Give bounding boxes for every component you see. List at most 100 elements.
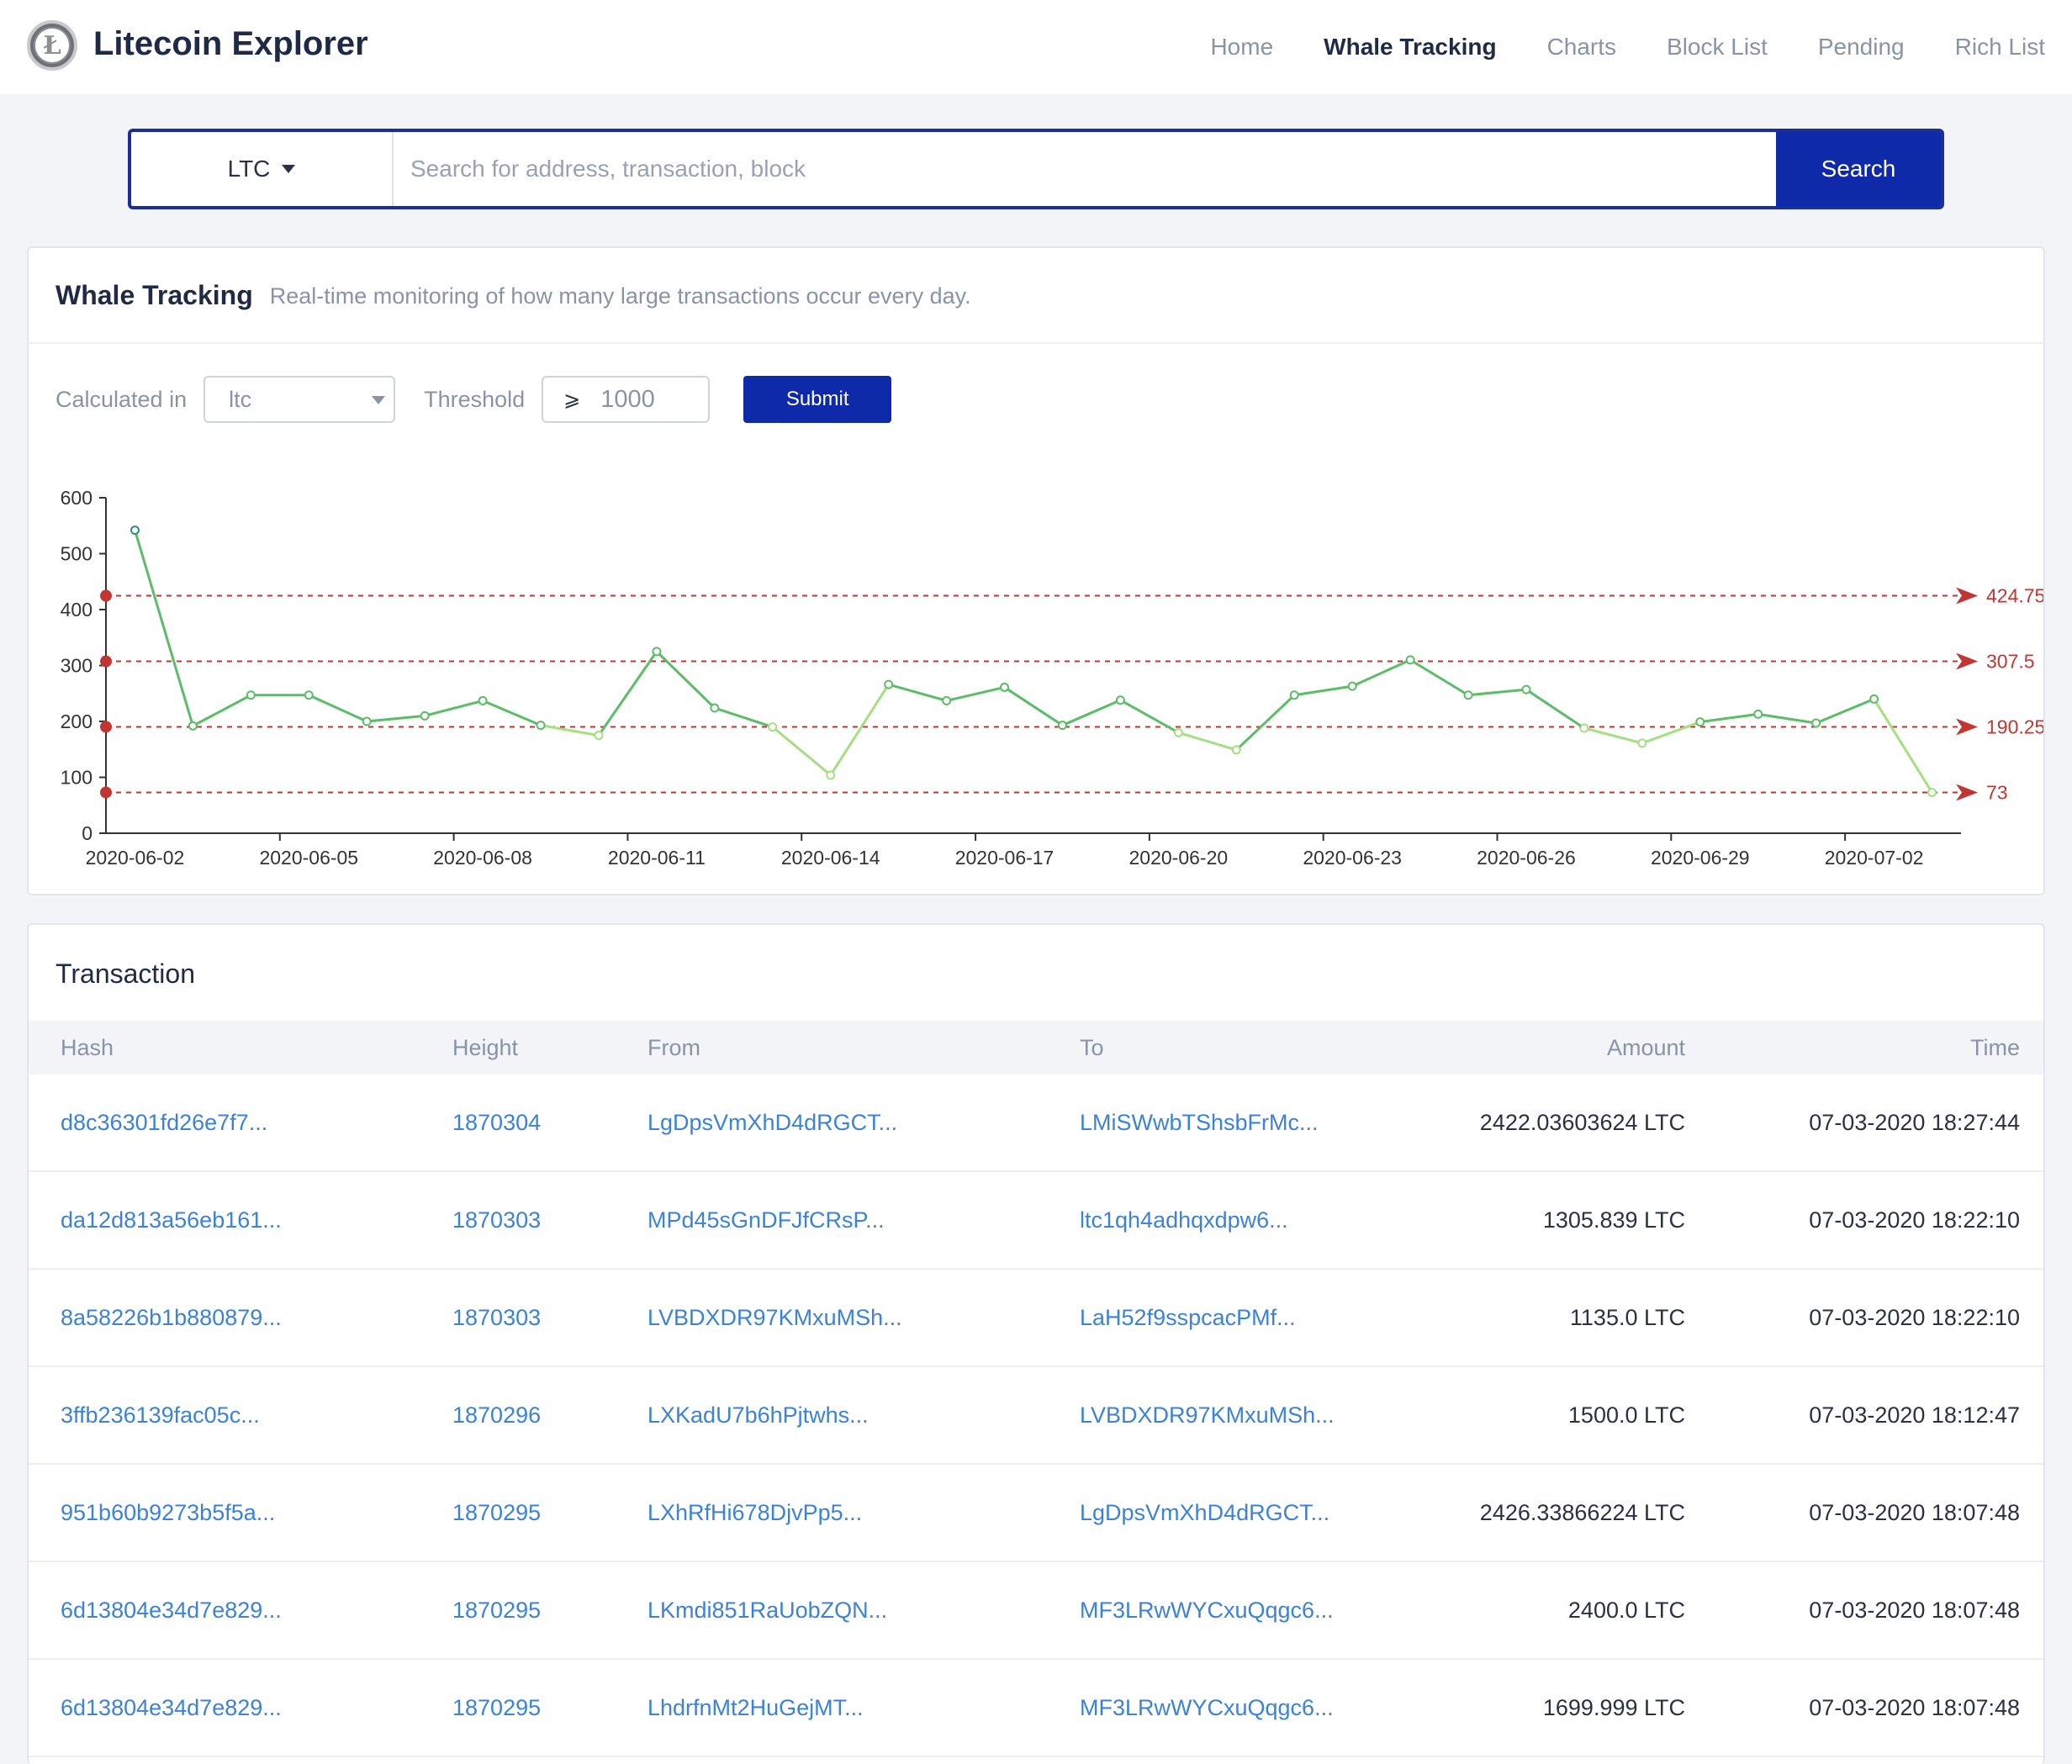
series-segment bbox=[1061, 699, 1122, 727]
data-point bbox=[1695, 717, 1705, 727]
nav-rich-list[interactable]: Rich List bbox=[1954, 34, 2045, 60]
x-tick-label: 2020-06-26 bbox=[1477, 847, 1576, 869]
to-address-link[interactable]: LMiSWwbTShsbFrMc... bbox=[1080, 1109, 1319, 1135]
series-segment bbox=[1583, 726, 1643, 745]
mark-line-start-dot bbox=[100, 786, 112, 799]
tx-hash-link[interactable]: 6d13804e34d7e829... bbox=[61, 1597, 282, 1623]
amount-value: 1500.0 LTC bbox=[1567, 1402, 1685, 1428]
to-address-link[interactable]: MF3LRwWYCxuQqgc6... bbox=[1080, 1597, 1334, 1623]
data-point bbox=[1000, 682, 1010, 692]
tx-hash-link[interactable]: 3ffb236139fac05c... bbox=[61, 1402, 260, 1428]
data-point bbox=[1405, 655, 1415, 665]
brand-title[interactable]: Litecoin Explorer bbox=[93, 25, 368, 62]
threshold-input[interactable]: ⩾ 1000 bbox=[542, 376, 711, 423]
caret-down-icon bbox=[282, 165, 296, 173]
search-input[interactable] bbox=[394, 132, 1776, 206]
mark-line-arrow bbox=[1956, 652, 1978, 670]
series-segment bbox=[829, 684, 890, 776]
from-address-link[interactable]: LKmdi851RaUobZQN... bbox=[648, 1597, 888, 1623]
block-height-link[interactable]: 1870296 bbox=[452, 1402, 542, 1428]
x-tick-label: 2020-06-29 bbox=[1651, 847, 1750, 869]
time-value: 07-03-2020 18:12:47 bbox=[1809, 1402, 2020, 1428]
calculated-in-label: Calculated in bbox=[56, 386, 188, 412]
series-segment bbox=[888, 683, 947, 702]
tx-hash-link[interactable]: da12d813a56eb161... bbox=[61, 1207, 282, 1233]
data-point bbox=[1753, 709, 1763, 719]
block-height-link[interactable]: 1870295 bbox=[452, 1597, 542, 1623]
series-segment bbox=[1003, 686, 1064, 726]
mark-line-start-dot bbox=[100, 721, 112, 733]
caret-down-icon bbox=[372, 396, 386, 404]
series-segment bbox=[597, 651, 658, 737]
nav-home[interactable]: Home bbox=[1210, 34, 1274, 60]
block-height-link[interactable]: 1870295 bbox=[452, 1499, 542, 1525]
to-address-link[interactable]: LVBDXDR97KMxuMSh... bbox=[1080, 1402, 1335, 1428]
nav-block-list[interactable]: Block List bbox=[1667, 34, 1768, 60]
series-segment bbox=[1816, 698, 1875, 725]
data-point bbox=[884, 679, 894, 689]
table-row: 8a58226b1b880879... 1870303 LVBDXDR97KMx… bbox=[29, 1270, 2043, 1367]
amount-value: 1305.839 LTC bbox=[1542, 1207, 1685, 1233]
nav-pending[interactable]: Pending bbox=[1817, 34, 1905, 60]
search-button[interactable]: Search bbox=[1776, 132, 1941, 206]
data-point bbox=[1115, 695, 1125, 705]
series-segment bbox=[1235, 694, 1296, 752]
mark-line-label: 73 bbox=[1986, 781, 2008, 803]
whale-tracking-panel: Whale Tracking Real-time monitoring of h… bbox=[27, 246, 2045, 895]
series-segment bbox=[1467, 688, 1527, 697]
series-segment bbox=[1177, 731, 1237, 752]
main-nav: Home Whale Tracking Charts Block List Pe… bbox=[1160, 0, 2072, 94]
top-navbar: Ł Litecoin Explorer Home Whale Tracking … bbox=[0, 0, 2072, 94]
mark-line-label: 307.5 bbox=[1986, 651, 2035, 673]
data-point bbox=[826, 770, 836, 780]
x-tick-label: 2020-07-02 bbox=[1825, 847, 1924, 869]
series-segment bbox=[367, 714, 426, 723]
x-tick-label: 2020-06-02 bbox=[86, 847, 185, 869]
from-address-link[interactable]: LXhRfHi678DjvPp5... bbox=[648, 1499, 863, 1525]
tx-hash-link[interactable]: 6d13804e34d7e829... bbox=[61, 1694, 282, 1720]
series-segment bbox=[1641, 721, 1701, 745]
data-point bbox=[594, 731, 604, 741]
data-point bbox=[1347, 681, 1357, 691]
series-segment bbox=[540, 724, 600, 737]
block-height-link[interactable]: 1870295 bbox=[452, 1694, 542, 1720]
tx-hash-link[interactable]: d8c36301fd26e7f7... bbox=[61, 1109, 268, 1135]
block-height-link[interactable]: 1870303 bbox=[452, 1207, 542, 1233]
whale-line-chart: 0 100 200 300 400 500 600 2020-06-02 2020-06-05… bbox=[61, 487, 2043, 869]
series-segment bbox=[1351, 658, 1411, 688]
submit-button[interactable]: Submit bbox=[743, 376, 892, 423]
nav-charts[interactable]: Charts bbox=[1546, 34, 1617, 60]
table-row: 3ffb236139fac05c... 1870296 LXKadU7b6hPj… bbox=[29, 1367, 2043, 1465]
y-tick-label: 0 bbox=[82, 822, 92, 844]
from-address-link[interactable]: LXKadU7b6hPjtwhs... bbox=[648, 1402, 869, 1428]
tx-hash-link[interactable]: 8a58226b1b880879... bbox=[61, 1304, 282, 1330]
series-segment bbox=[192, 694, 252, 727]
y-axis: 0 100 200 300 400 500 600 bbox=[61, 487, 107, 844]
y-tick-label: 400 bbox=[61, 599, 92, 621]
unit-value: ltc bbox=[229, 386, 252, 412]
series-segment bbox=[482, 700, 542, 727]
tx-hash-link[interactable]: 951b60b9273b5f5a... bbox=[61, 1499, 276, 1525]
x-tick-label: 2020-06-11 bbox=[608, 847, 706, 869]
from-address-link[interactable]: LVBDXDR97KMxuMSh... bbox=[648, 1304, 902, 1330]
series-points bbox=[130, 526, 1937, 797]
from-address-link[interactable]: MPd45sGnDFJfCRsP... bbox=[648, 1207, 885, 1233]
to-address-link[interactable]: LgDpsVmXhD4dRGCT... bbox=[1080, 1499, 1330, 1525]
block-height-link[interactable]: 1870304 bbox=[452, 1109, 542, 1135]
data-point bbox=[942, 695, 952, 705]
mark-line-arrow bbox=[1956, 718, 1978, 736]
from-address-link[interactable]: LhdrfnMt2HuGejMT... bbox=[648, 1694, 864, 1720]
y-tick-label: 100 bbox=[61, 767, 92, 789]
to-address-link[interactable]: ltc1qh4adhqxdpw6... bbox=[1080, 1207, 1288, 1233]
data-point bbox=[1811, 718, 1821, 728]
unit-select[interactable]: ltc bbox=[204, 376, 396, 423]
series-segment bbox=[1409, 658, 1469, 697]
currency-select[interactable]: LTC bbox=[131, 132, 394, 206]
from-address-link[interactable]: LgDpsVmXhD4dRGCT... bbox=[648, 1109, 898, 1135]
litecoin-logo-icon[interactable]: Ł bbox=[27, 20, 77, 71]
block-height-link[interactable]: 1870303 bbox=[452, 1304, 542, 1330]
nav-whale-tracking[interactable]: Whale Tracking bbox=[1324, 34, 1497, 60]
to-address-link[interactable]: MF3LRwWYCxuQqgc6... bbox=[1080, 1694, 1334, 1720]
to-address-link[interactable]: LaH52f9sspcacPMf... bbox=[1080, 1304, 1296, 1330]
series-segment bbox=[946, 685, 1005, 702]
